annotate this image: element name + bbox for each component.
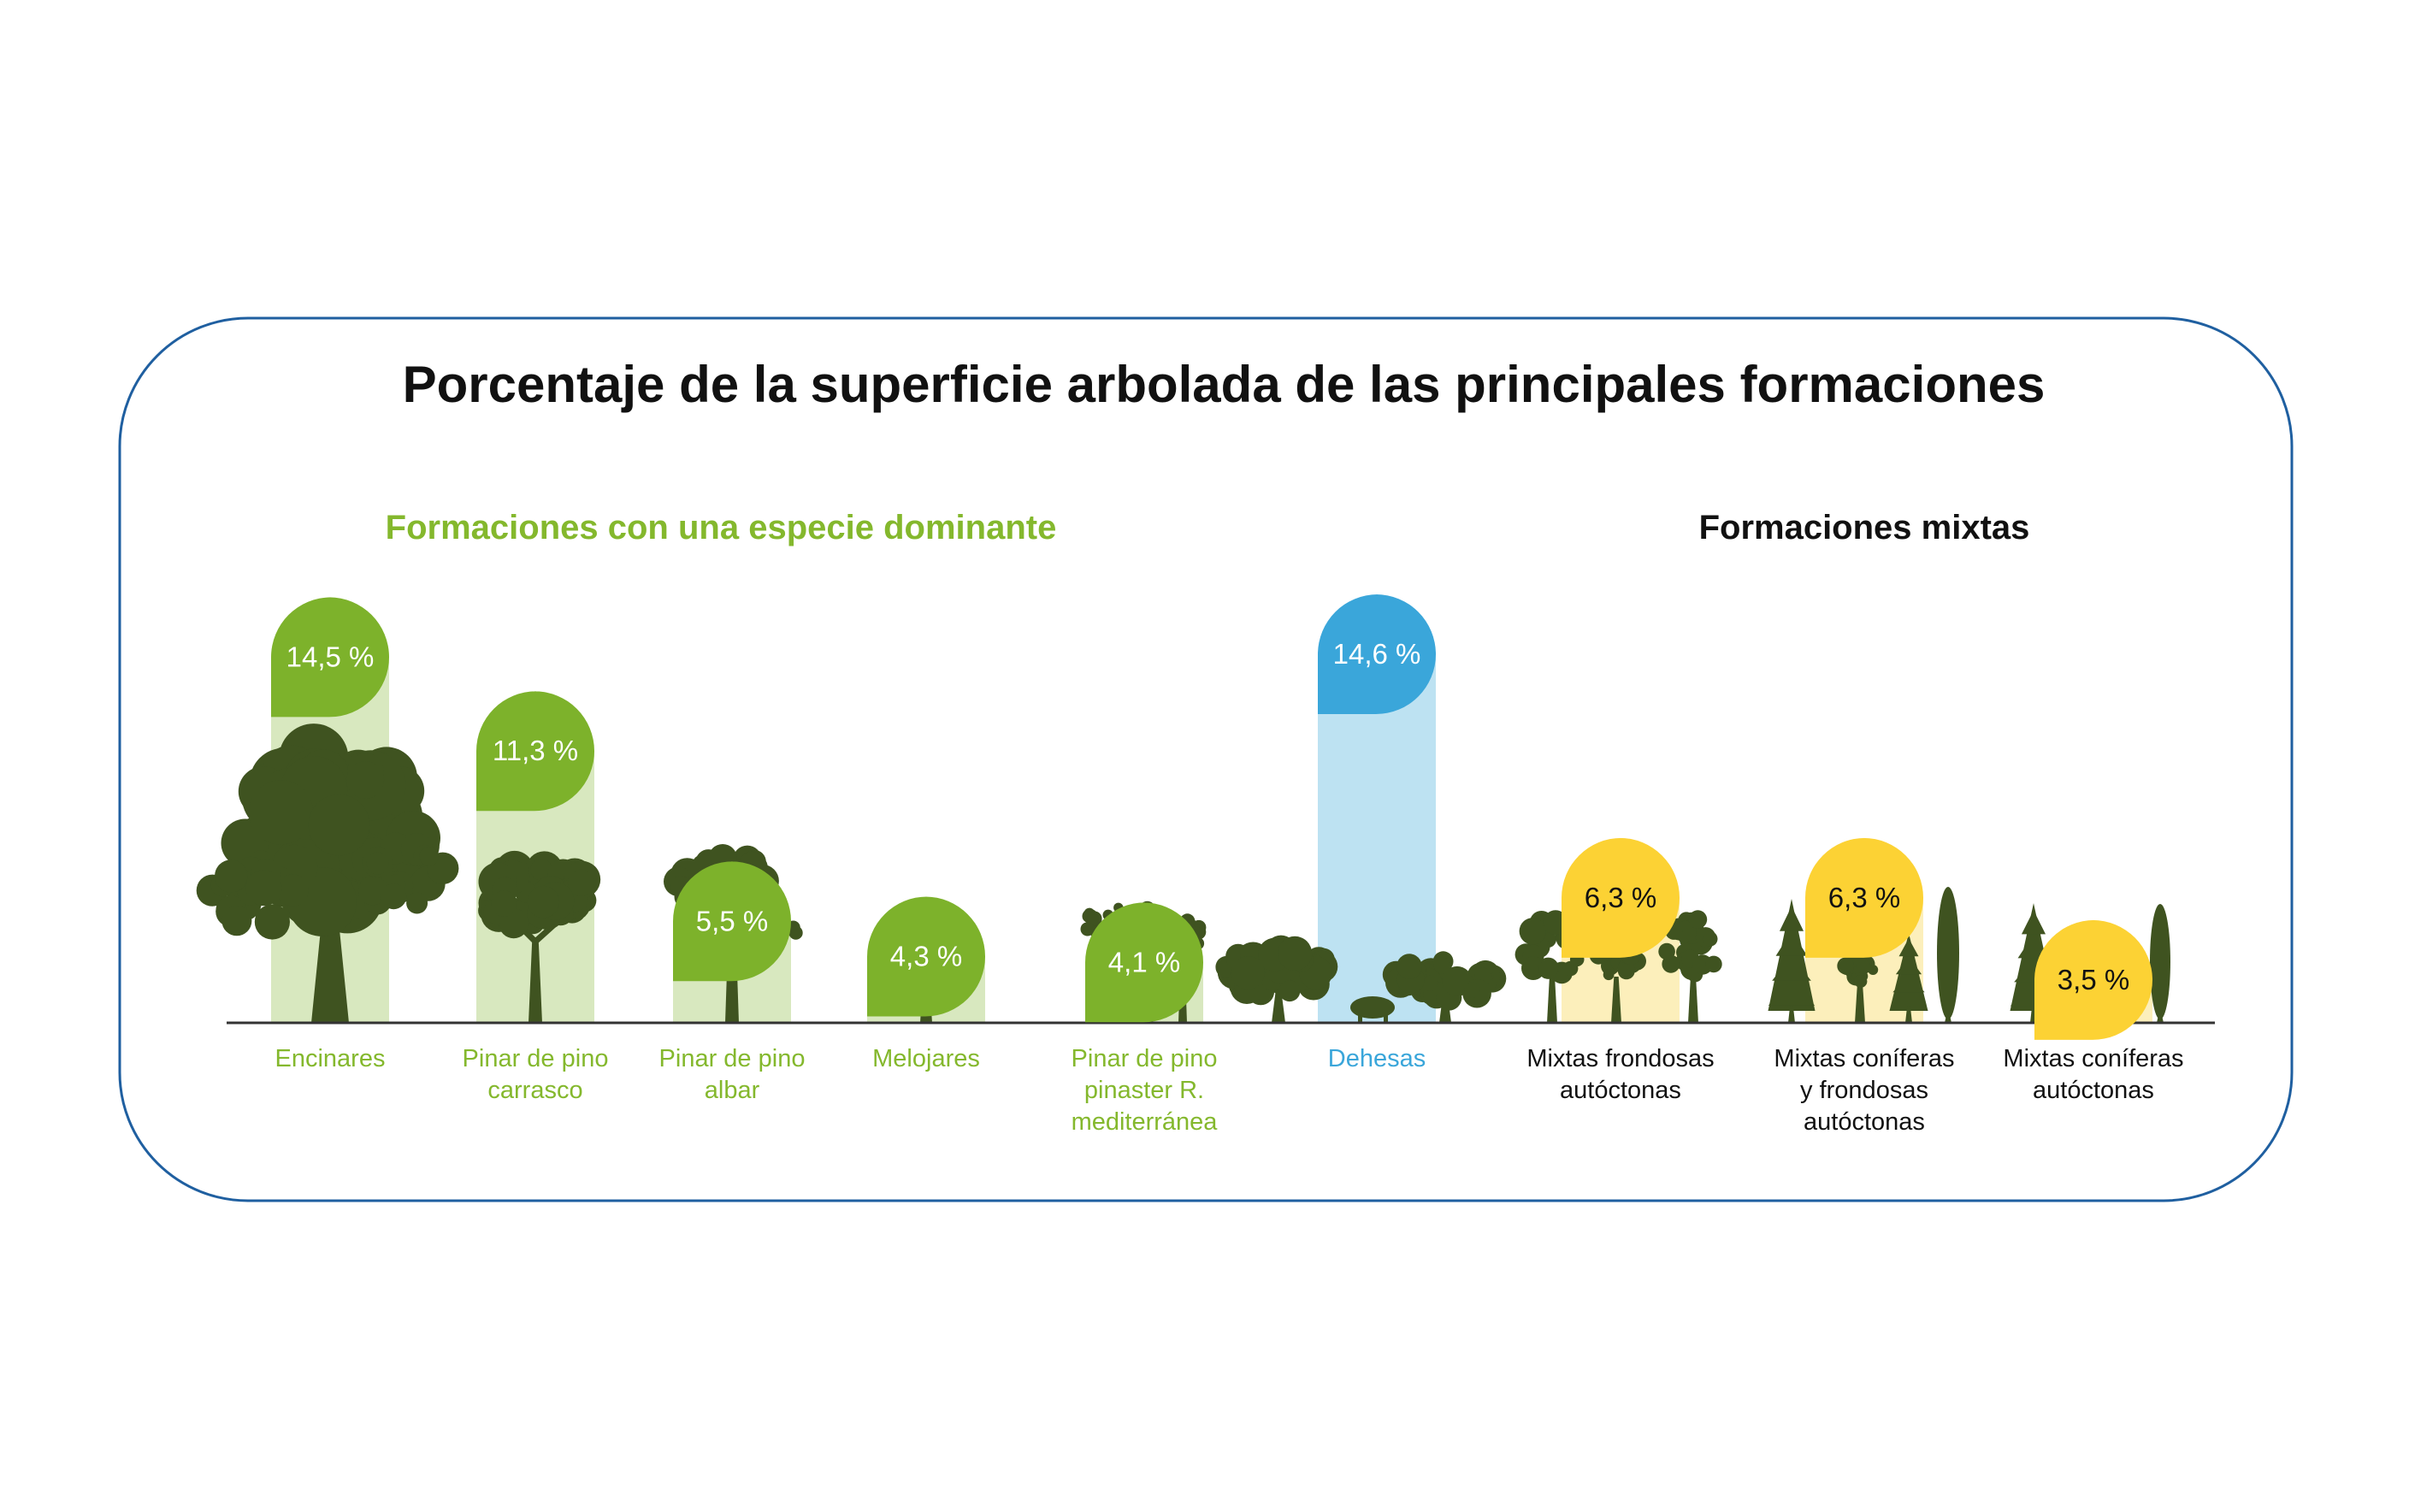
value-badge-0: [271, 597, 389, 718]
value-badge-8: [2034, 919, 2152, 1040]
value-label-2: 5,5 %: [696, 905, 768, 936]
category-label-5-0: Dehesas: [1328, 1045, 1426, 1072]
category-label-1-0: Pinar de pino: [463, 1045, 609, 1072]
value-label-5: 14,6 %: [1333, 638, 1421, 670]
value-label-3: 4,3 %: [890, 940, 962, 972]
value-badge-1: [476, 691, 594, 812]
tree-illustration-0: [196, 724, 459, 1023]
category-labels: Encinares Pinar de pino carrasco Pinar de p…: [275, 1045, 2184, 1136]
value-label-1: 11,3 %: [493, 735, 578, 766]
category-label-4-1: pinaster R.: [1084, 1077, 1204, 1104]
category-label-7-0: Mixtas coníferas: [1774, 1045, 1954, 1072]
value-label-7: 6,3 %: [1828, 882, 1900, 913]
value-label-0: 14,5 %: [286, 641, 375, 672]
category-label-4-0: Pinar de pino: [1072, 1045, 1218, 1072]
category-label-8-1: autóctonas: [2033, 1077, 2154, 1104]
category-label-7-1: y frondosas: [1800, 1077, 1928, 1104]
chart-title: Porcentaje de la superficie arbolada de …: [403, 356, 2046, 413]
value-badge-4: [1085, 902, 1203, 1023]
value-label-4: 4,1 %: [1108, 946, 1180, 977]
group-title-mixed: Formaciones mixtas: [1699, 509, 2030, 546]
value-badge-3: [867, 896, 985, 1017]
category-label-0-0: Encinares: [275, 1045, 386, 1072]
chart-frame: [118, 316, 2294, 1202]
value-badge-2: [673, 861, 791, 982]
category-label-8-0: Mixtas coníferas: [2003, 1045, 2183, 1072]
category-label-4-2: mediterránea: [1072, 1108, 1219, 1136]
value-label-6: 6,3 %: [1585, 882, 1656, 913]
value-badge-7: [1805, 837, 1923, 958]
group-title-dominant: Formaciones con una especie dominante: [386, 509, 1057, 546]
category-label-6-0: Mixtas frondosas: [1526, 1045, 1714, 1072]
category-label-6-1: autóctonas: [1560, 1077, 1681, 1104]
category-label-2-0: Pinar de pino: [659, 1045, 806, 1072]
tree-illustration-1: [478, 850, 601, 1023]
value-badge-6: [1562, 837, 1680, 958]
category-label-7-2: autóctonas: [1804, 1108, 1925, 1136]
value-label-8: 3,5 %: [2058, 964, 2129, 995]
category-label-1-1: carrasco: [487, 1077, 582, 1104]
category-label-3-0: Melojares: [872, 1045, 980, 1072]
badges-layer: 14,5 % 11,3 % 5,5 % 4,3 % 4,1 % 14,6 % 6,3 % 6,…: [271, 594, 2152, 1040]
tree-illustration-5: [1215, 935, 1507, 1023]
category-label-2-1: albar: [705, 1077, 760, 1104]
value-badge-5: [1318, 594, 1436, 714]
